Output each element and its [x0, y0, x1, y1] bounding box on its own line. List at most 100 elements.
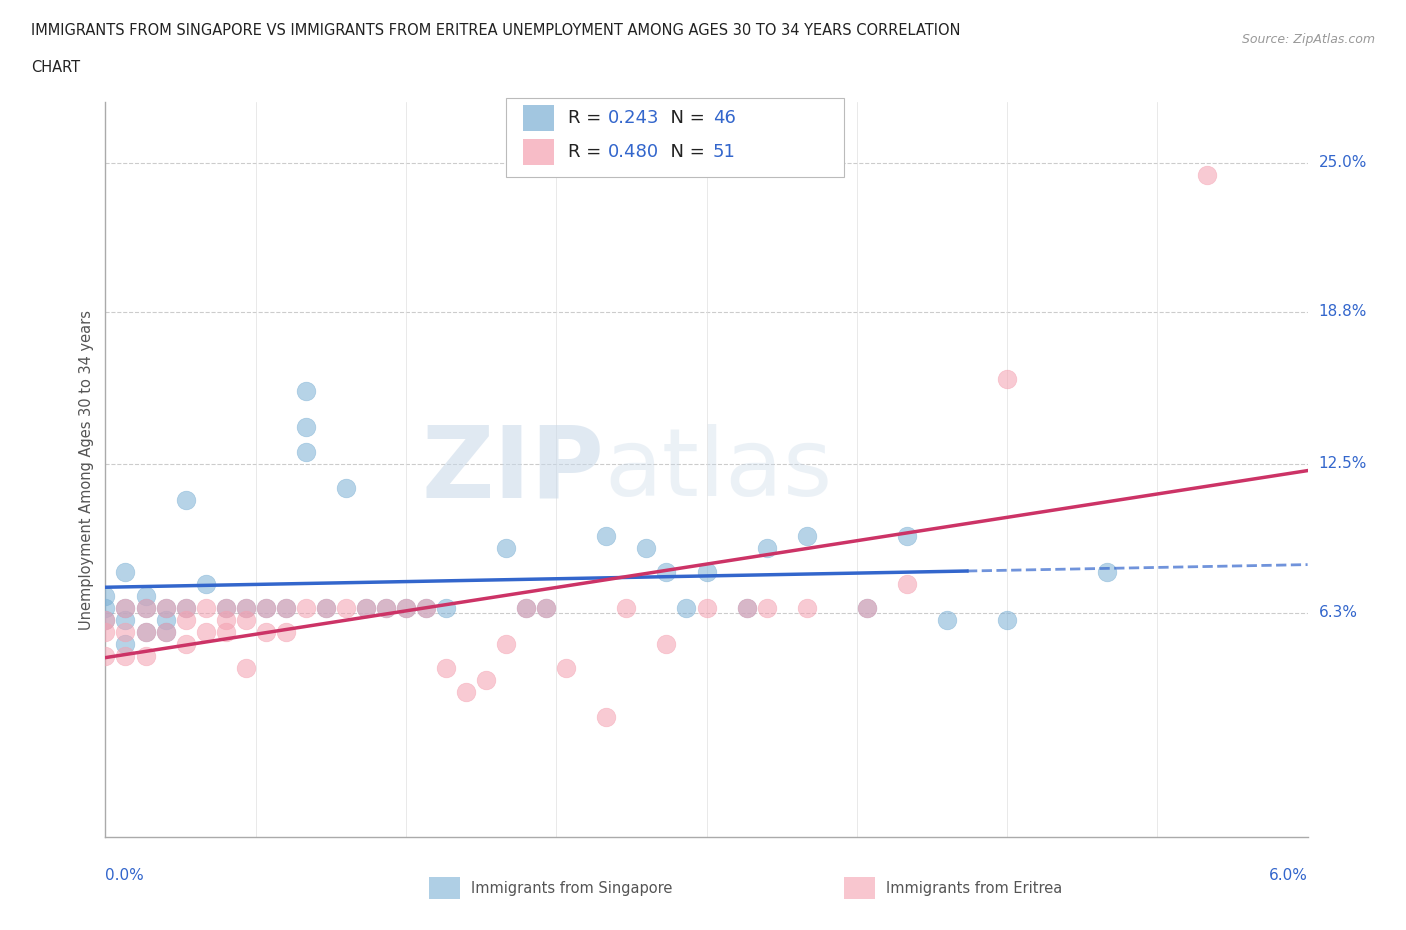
Text: CHART: CHART [31, 60, 80, 75]
Text: R =: R = [568, 109, 607, 127]
Point [936, 613, 959, 628]
Point [534, 601, 557, 616]
Point [735, 601, 758, 616]
Point [395, 601, 418, 616]
Point [274, 601, 297, 616]
Text: 6.0%: 6.0% [1268, 868, 1308, 883]
Point [315, 601, 337, 616]
Point [254, 625, 277, 640]
Point [235, 661, 257, 676]
Point [214, 601, 236, 616]
Point [295, 601, 318, 616]
Point [94, 625, 117, 640]
Text: 0.480: 0.480 [607, 142, 658, 161]
Text: 51: 51 [713, 142, 735, 161]
Point [534, 601, 557, 616]
Text: 0.0%: 0.0% [105, 868, 145, 883]
Point [94, 589, 117, 604]
Point [434, 661, 457, 676]
Point [374, 601, 398, 616]
Text: Immigrants from Singapore: Immigrants from Singapore [471, 881, 672, 896]
Text: atlas: atlas [605, 424, 832, 515]
Point [135, 601, 157, 616]
Point [295, 384, 318, 399]
Point [114, 613, 136, 628]
Point [155, 613, 177, 628]
Point [855, 601, 877, 616]
Point [855, 601, 877, 616]
Point [454, 685, 477, 700]
Point [254, 601, 277, 616]
Point [755, 540, 778, 555]
Point [696, 565, 718, 579]
Point [995, 613, 1018, 628]
Point [1097, 565, 1119, 579]
Point [235, 601, 257, 616]
Text: R =: R = [568, 142, 607, 161]
Point [434, 601, 457, 616]
Y-axis label: Unemployment Among Ages 30 to 34 years: Unemployment Among Ages 30 to 34 years [79, 310, 94, 630]
Point [174, 637, 197, 652]
Point [616, 601, 638, 616]
Point [495, 540, 517, 555]
Point [896, 577, 918, 591]
Text: 18.8%: 18.8% [1319, 304, 1367, 319]
Point [354, 601, 377, 616]
Point [555, 661, 578, 676]
Point [274, 601, 297, 616]
Point [214, 601, 236, 616]
Text: Immigrants from Eritrea: Immigrants from Eritrea [886, 881, 1062, 896]
Point [374, 601, 398, 616]
Point [214, 625, 236, 640]
Point [315, 601, 337, 616]
Point [94, 649, 117, 664]
Text: IMMIGRANTS FROM SINGAPORE VS IMMIGRANTS FROM ERITREA UNEMPLOYMENT AMONG AGES 30 : IMMIGRANTS FROM SINGAPORE VS IMMIGRANTS … [31, 23, 960, 38]
Point [114, 601, 136, 616]
Point [174, 601, 197, 616]
Point [214, 613, 236, 628]
Point [155, 625, 177, 640]
Point [155, 601, 177, 616]
Point [295, 420, 318, 435]
Text: Source: ZipAtlas.com: Source: ZipAtlas.com [1241, 33, 1375, 46]
Point [655, 637, 678, 652]
Point [114, 601, 136, 616]
Point [174, 613, 197, 628]
Point [135, 601, 157, 616]
Point [995, 372, 1018, 387]
Point [135, 625, 157, 640]
Point [174, 492, 197, 507]
Text: ZIP: ZIP [422, 421, 605, 518]
Point [735, 601, 758, 616]
Point [135, 589, 157, 604]
Point [515, 601, 537, 616]
Text: 25.0%: 25.0% [1319, 155, 1367, 170]
Point [675, 601, 697, 616]
Point [354, 601, 377, 616]
Point [254, 601, 277, 616]
Point [114, 565, 136, 579]
Point [194, 625, 217, 640]
Point [415, 601, 437, 616]
Point [475, 673, 498, 688]
Point [194, 601, 217, 616]
Point [94, 601, 117, 616]
Point [295, 445, 318, 459]
Point [415, 601, 437, 616]
Point [696, 601, 718, 616]
Point [114, 649, 136, 664]
Point [194, 577, 217, 591]
Point [495, 637, 517, 652]
Point [796, 528, 818, 543]
Text: N =: N = [659, 109, 711, 127]
Point [94, 613, 117, 628]
Point [135, 625, 157, 640]
Point [595, 709, 617, 724]
Point [94, 613, 117, 628]
Point [114, 637, 136, 652]
Point [515, 601, 537, 616]
Point [896, 528, 918, 543]
Point [155, 601, 177, 616]
Point [595, 528, 617, 543]
Point [335, 480, 357, 495]
